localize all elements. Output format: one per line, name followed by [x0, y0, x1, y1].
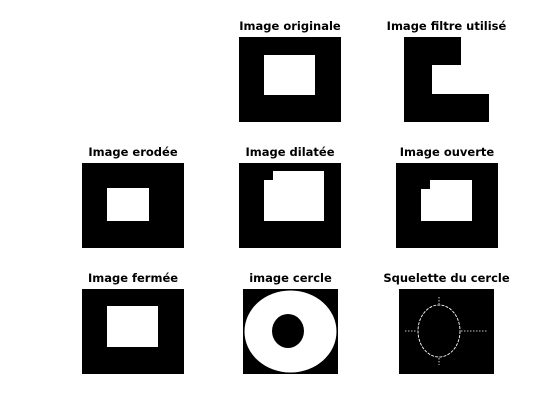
- panel-image-cercle: image cercle: [243, 272, 338, 374]
- image-cercle-plot: [243, 289, 338, 374]
- panel-title: Image erodée: [88, 145, 178, 159]
- panel-squelette-cercle: Squelette du cercle: [383, 272, 510, 374]
- image-originale-plot: [239, 37, 341, 122]
- image-ouverte-plot: [396, 163, 498, 248]
- image-fermee-plot: [82, 289, 184, 374]
- panel-image-ouverte: Image ouverte: [396, 146, 498, 248]
- panel-title: Image originale: [239, 19, 341, 33]
- image-erodee-plot: [82, 163, 184, 248]
- image-dilatee-plot: [239, 163, 341, 248]
- panel-title: image cercle: [249, 271, 332, 285]
- panel-image-originale: Image originale: [239, 20, 341, 122]
- image-filtre-plot: [404, 37, 489, 122]
- panel-title: Image fermée: [87, 271, 179, 285]
- panel-image-erodee: Image erodée: [82, 146, 184, 248]
- panel-title: Image ouverte: [399, 145, 495, 159]
- panel-image-fermee: Image fermée: [82, 272, 184, 374]
- squelette-cercle-plot: [399, 289, 494, 374]
- panel-image-dilatee: Image dilatée: [239, 146, 341, 248]
- panel-title: Image dilatée: [245, 145, 335, 159]
- panel-image-filtre: Image filtre utilisé: [387, 20, 506, 122]
- panel-title: Squelette du cercle: [383, 271, 510, 285]
- panel-title: Image filtre utilisé: [386, 19, 507, 33]
